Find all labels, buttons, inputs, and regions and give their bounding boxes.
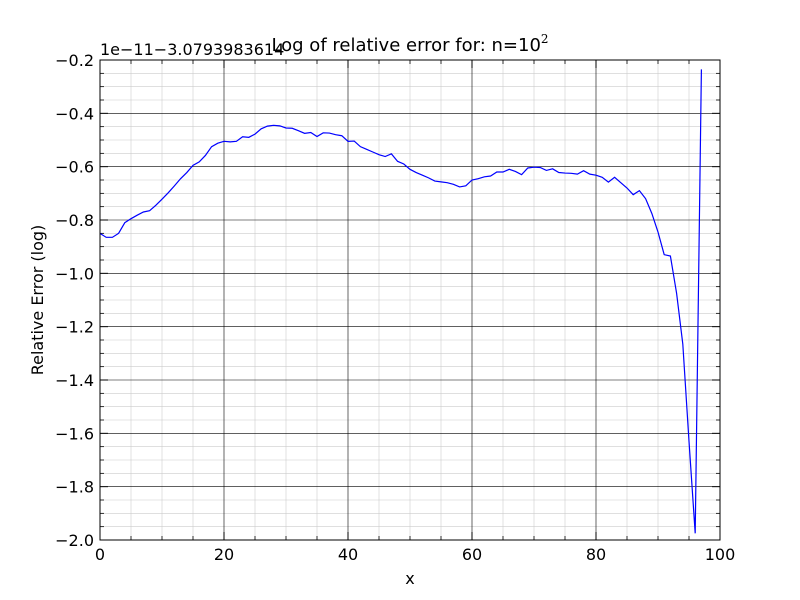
x-axis-label: x: [405, 569, 414, 588]
minor-grid: [100, 60, 720, 540]
y-tick-label: −0.8: [55, 211, 94, 230]
y-axis-label: Relative Error (log): [28, 225, 47, 376]
y-tick-label: −0.6: [55, 158, 94, 177]
x-tick-label: 100: [705, 545, 736, 564]
x-tick-label: 40: [338, 545, 358, 564]
plot-frame: [99, 59, 721, 541]
chart-title: Log of relative error for: n=102: [271, 32, 548, 56]
y-tick-label: −1.2: [55, 318, 94, 337]
series-line: [99, 69, 702, 534]
axis-offset-text: 1e−11−3.0793983614: [100, 40, 284, 59]
x-tick-label: 80: [586, 545, 606, 564]
x-tick-label: 20: [214, 545, 234, 564]
y-tick-labels: −2.0 −1.8 −1.6 −1.4 −1.2 −1.0 −0.8 −0.6 −0.4 −0.2: [55, 51, 94, 550]
x-tick-label: 0: [95, 545, 105, 564]
y-tick-label: −2.0: [55, 531, 94, 550]
chart-title-main: Log of relative error for: n=10: [271, 35, 540, 56]
y-tick-label: −0.4: [55, 104, 94, 123]
y-tick-label: −1.4: [55, 371, 94, 390]
y-tick-label: −0.2: [55, 51, 94, 70]
y-tick-label: −1.8: [55, 478, 94, 497]
y-tick-label: −1.6: [55, 424, 94, 443]
y-tick-label: −1.0: [55, 264, 94, 283]
x-tick-label: 60: [462, 545, 482, 564]
x-tick-labels: 0 20 40 60 80 100: [95, 545, 735, 564]
chart-title-exponent: 2: [541, 32, 549, 46]
